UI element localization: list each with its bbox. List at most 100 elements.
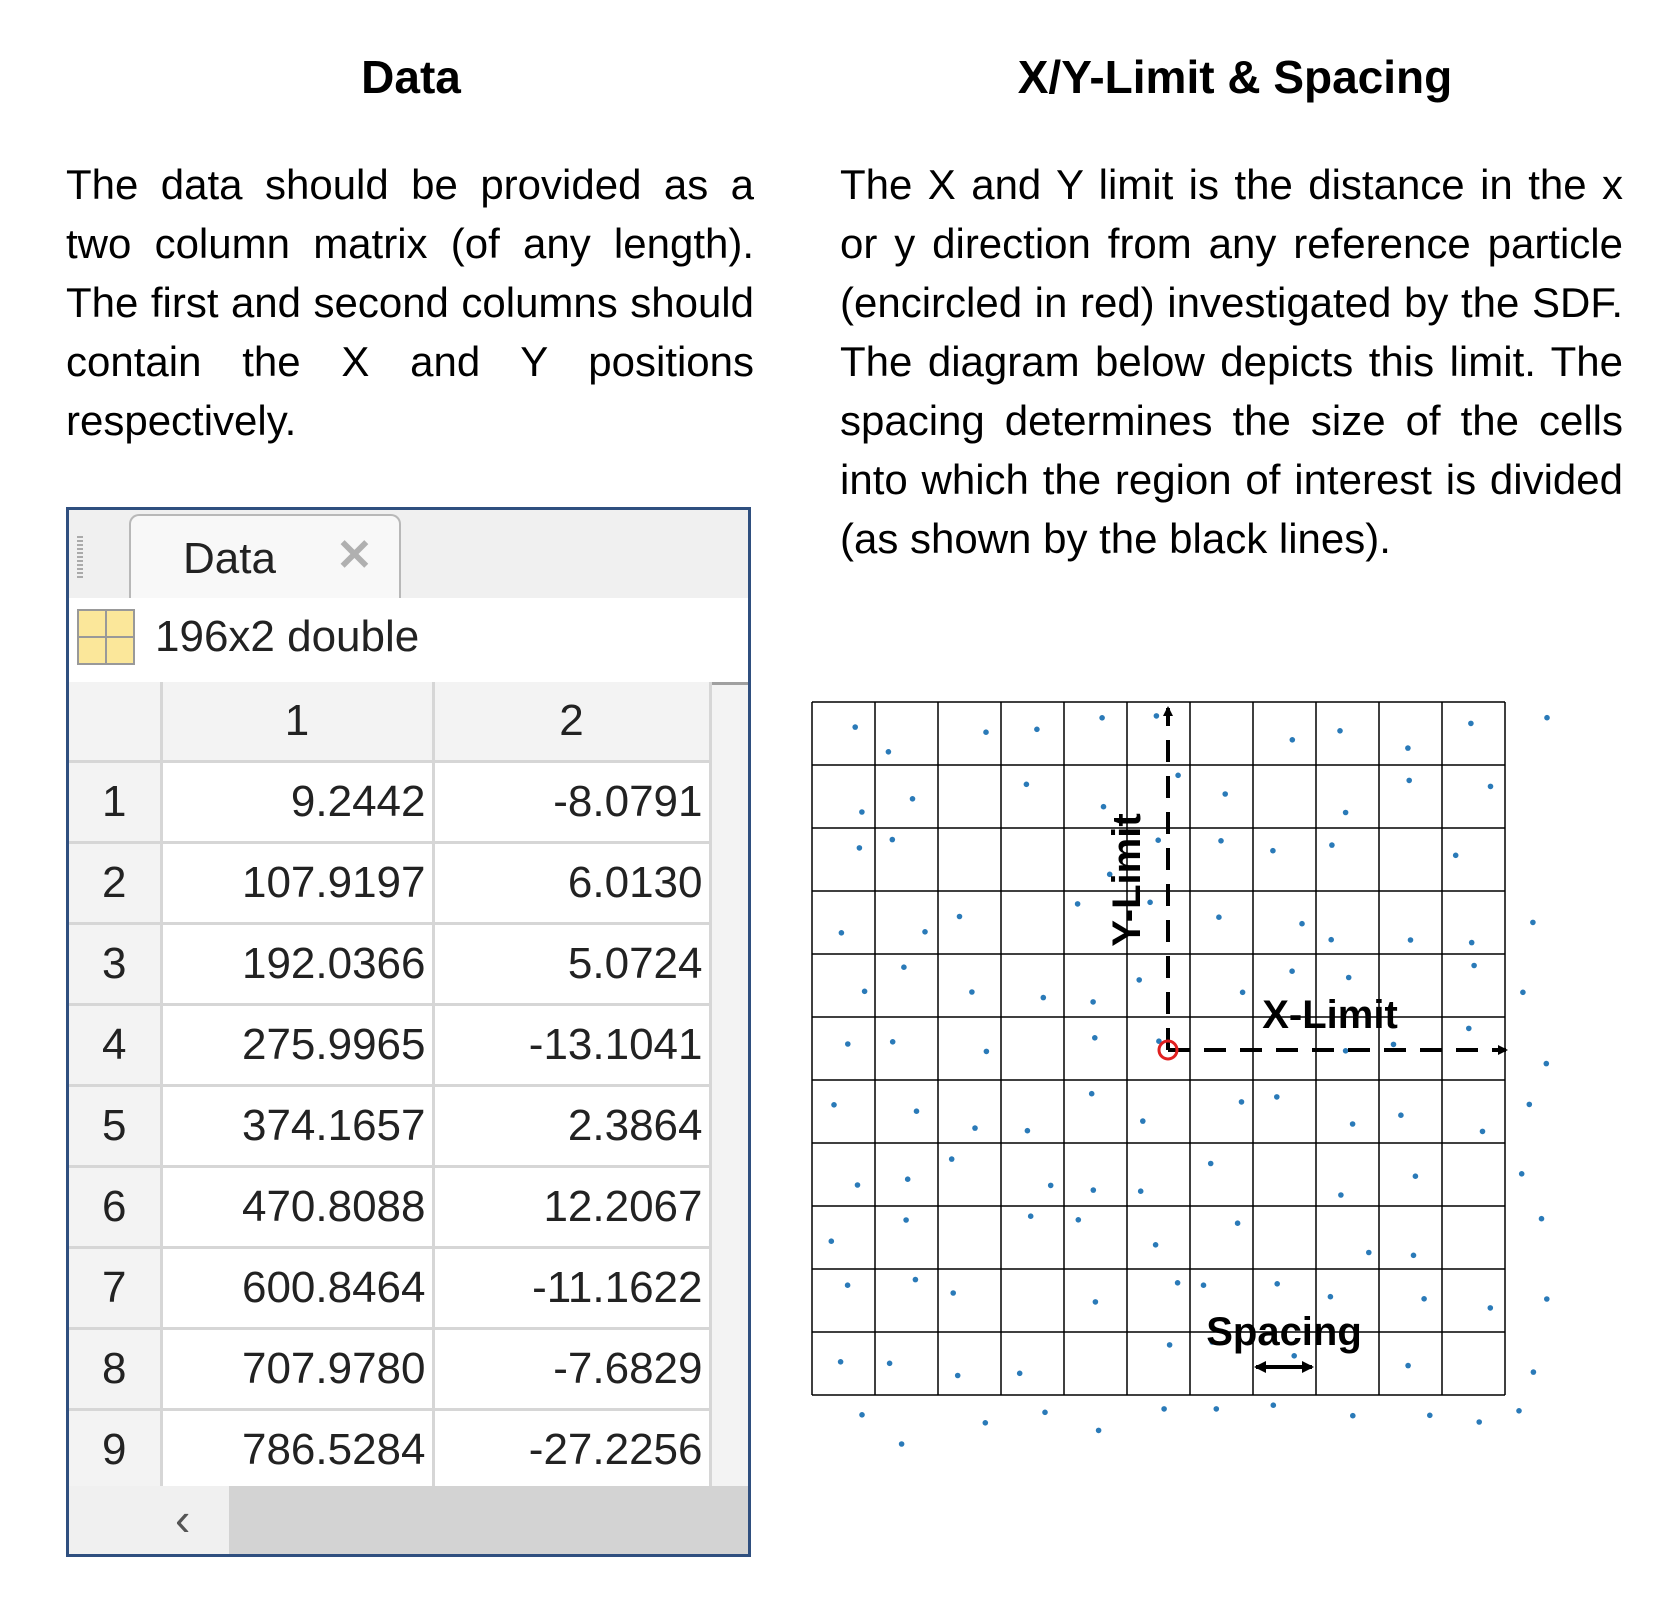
- particle: [1468, 939, 1475, 946]
- particle: [1349, 1121, 1356, 1127]
- particle: [838, 930, 845, 936]
- grid-icon: [77, 609, 135, 665]
- table-row: 4 275.9965 -13.1041: [69, 1004, 712, 1087]
- close-icon[interactable]: ✕: [336, 531, 373, 580]
- table-cell[interactable]: -8.0791: [433, 761, 712, 844]
- particle: [1161, 1406, 1167, 1412]
- limit-spacing-description: The X and Y limit is the distance in the…: [840, 161, 1623, 562]
- table-cell[interactable]: 9.2442: [161, 761, 435, 844]
- particle: [1153, 713, 1160, 719]
- particle: [983, 729, 989, 735]
- particle: [1329, 842, 1335, 848]
- row-header[interactable]: 6: [69, 1166, 163, 1249]
- particle: [859, 1412, 865, 1418]
- particle: [1350, 1412, 1356, 1419]
- particle: [1047, 1182, 1054, 1189]
- particle: [1337, 728, 1343, 734]
- row-header[interactable]: 2: [69, 842, 163, 925]
- column-header[interactable]: 2: [433, 682, 712, 763]
- particle: [1274, 1094, 1280, 1100]
- particle: [1407, 937, 1414, 943]
- table-cell[interactable]: 786.5284: [161, 1409, 435, 1492]
- particle: [904, 1176, 911, 1182]
- table-cell[interactable]: 12.2067: [433, 1166, 712, 1249]
- table-cell[interactable]: 374.1657: [161, 1085, 435, 1168]
- particle: [1342, 809, 1349, 816]
- drag-grip-icon[interactable]: [77, 536, 83, 580]
- table-cell[interactable]: 107.9197: [161, 842, 435, 925]
- row-header[interactable]: 8: [69, 1328, 163, 1411]
- tab-data[interactable]: Data ✕: [129, 514, 401, 600]
- particle: [1299, 920, 1305, 927]
- row-header[interactable]: 1: [69, 761, 163, 844]
- table-cell[interactable]: -7.6829: [433, 1328, 712, 1411]
- y-limit-label: Y-Limit: [1105, 813, 1149, 946]
- particle: [1075, 1217, 1082, 1223]
- particle: [1099, 715, 1105, 721]
- row-header[interactable]: 3: [69, 923, 163, 1006]
- table-row: 7 600.8464 -11.1622: [69, 1247, 712, 1330]
- particle: [1487, 1305, 1494, 1311]
- table-row: 1 9.2442 -8.0791: [69, 761, 712, 844]
- particle: [1328, 936, 1334, 943]
- row-header[interactable]: 4: [69, 1004, 163, 1087]
- particle: [889, 1039, 896, 1045]
- table-cell[interactable]: -11.1622: [433, 1247, 712, 1330]
- x-limit-label: X-Limit: [1262, 993, 1398, 1037]
- particle: [1410, 1252, 1417, 1259]
- particle: [1090, 999, 1096, 1005]
- table-row: 3 192.0366 5.0724: [69, 923, 712, 1006]
- particle: [903, 1217, 909, 1223]
- limit-spacing-diagram: Y-Limit X-Limit Spacing: [811, 701, 1550, 1447]
- particle: [972, 1125, 978, 1131]
- particle: [1092, 1035, 1098, 1041]
- particle: [1136, 977, 1142, 983]
- particle: [1092, 1299, 1099, 1305]
- particle: [1147, 899, 1153, 906]
- table-cell[interactable]: 470.8088: [161, 1166, 435, 1249]
- table-cell[interactable]: -27.2256: [433, 1409, 712, 1492]
- particle: [1544, 1296, 1550, 1302]
- particle: [950, 1290, 956, 1296]
- data-description: The data should be provided as a two col…: [66, 161, 754, 444]
- particle: [889, 836, 896, 843]
- particle: [1074, 901, 1081, 907]
- tab-label: Data: [183, 534, 276, 583]
- scrollbar-thumb[interactable]: [229, 1486, 748, 1554]
- particle: [1530, 1369, 1537, 1375]
- corner-cell[interactable]: [69, 682, 163, 763]
- particle: [1106, 871, 1113, 878]
- particle: [1487, 783, 1494, 790]
- particle: [837, 1359, 844, 1365]
- particle: [845, 1041, 851, 1047]
- particle: [856, 845, 863, 851]
- row-header[interactable]: 5: [69, 1085, 163, 1168]
- table-cell[interactable]: 275.9965: [161, 1004, 435, 1087]
- table-cell[interactable]: 707.9780: [161, 1328, 435, 1411]
- particle: [1405, 745, 1411, 751]
- table-cell[interactable]: 5.0724: [433, 923, 712, 1006]
- particle: [1476, 1419, 1482, 1425]
- table-cell[interactable]: 6.0130: [433, 842, 712, 925]
- data-heading: Data: [361, 51, 461, 103]
- particle: [1520, 989, 1526, 996]
- table-row: 8 707.9780 -7.6829: [69, 1328, 712, 1411]
- particle: [859, 809, 865, 815]
- particle: [1538, 1215, 1545, 1222]
- horizontal-scrollbar[interactable]: ‹: [69, 1486, 748, 1554]
- table-cell[interactable]: 192.0366: [161, 923, 435, 1006]
- row-header[interactable]: 9: [69, 1409, 163, 1492]
- chevron-left-icon[interactable]: ‹: [175, 1493, 191, 1545]
- table-header-row: 1 2: [69, 682, 712, 763]
- particle: [1530, 919, 1536, 926]
- table-cell[interactable]: -13.1041: [433, 1004, 712, 1087]
- table-cell[interactable]: 600.8464: [161, 1247, 435, 1330]
- particle: [831, 1102, 837, 1108]
- particle: [956, 913, 963, 920]
- table-cell[interactable]: 2.3864: [433, 1085, 712, 1168]
- particle: [1291, 1353, 1297, 1359]
- row-header[interactable]: 7: [69, 1247, 163, 1330]
- column-header[interactable]: 1: [161, 682, 435, 763]
- particle: [1345, 974, 1352, 981]
- particle: [1209, 1339, 1215, 1345]
